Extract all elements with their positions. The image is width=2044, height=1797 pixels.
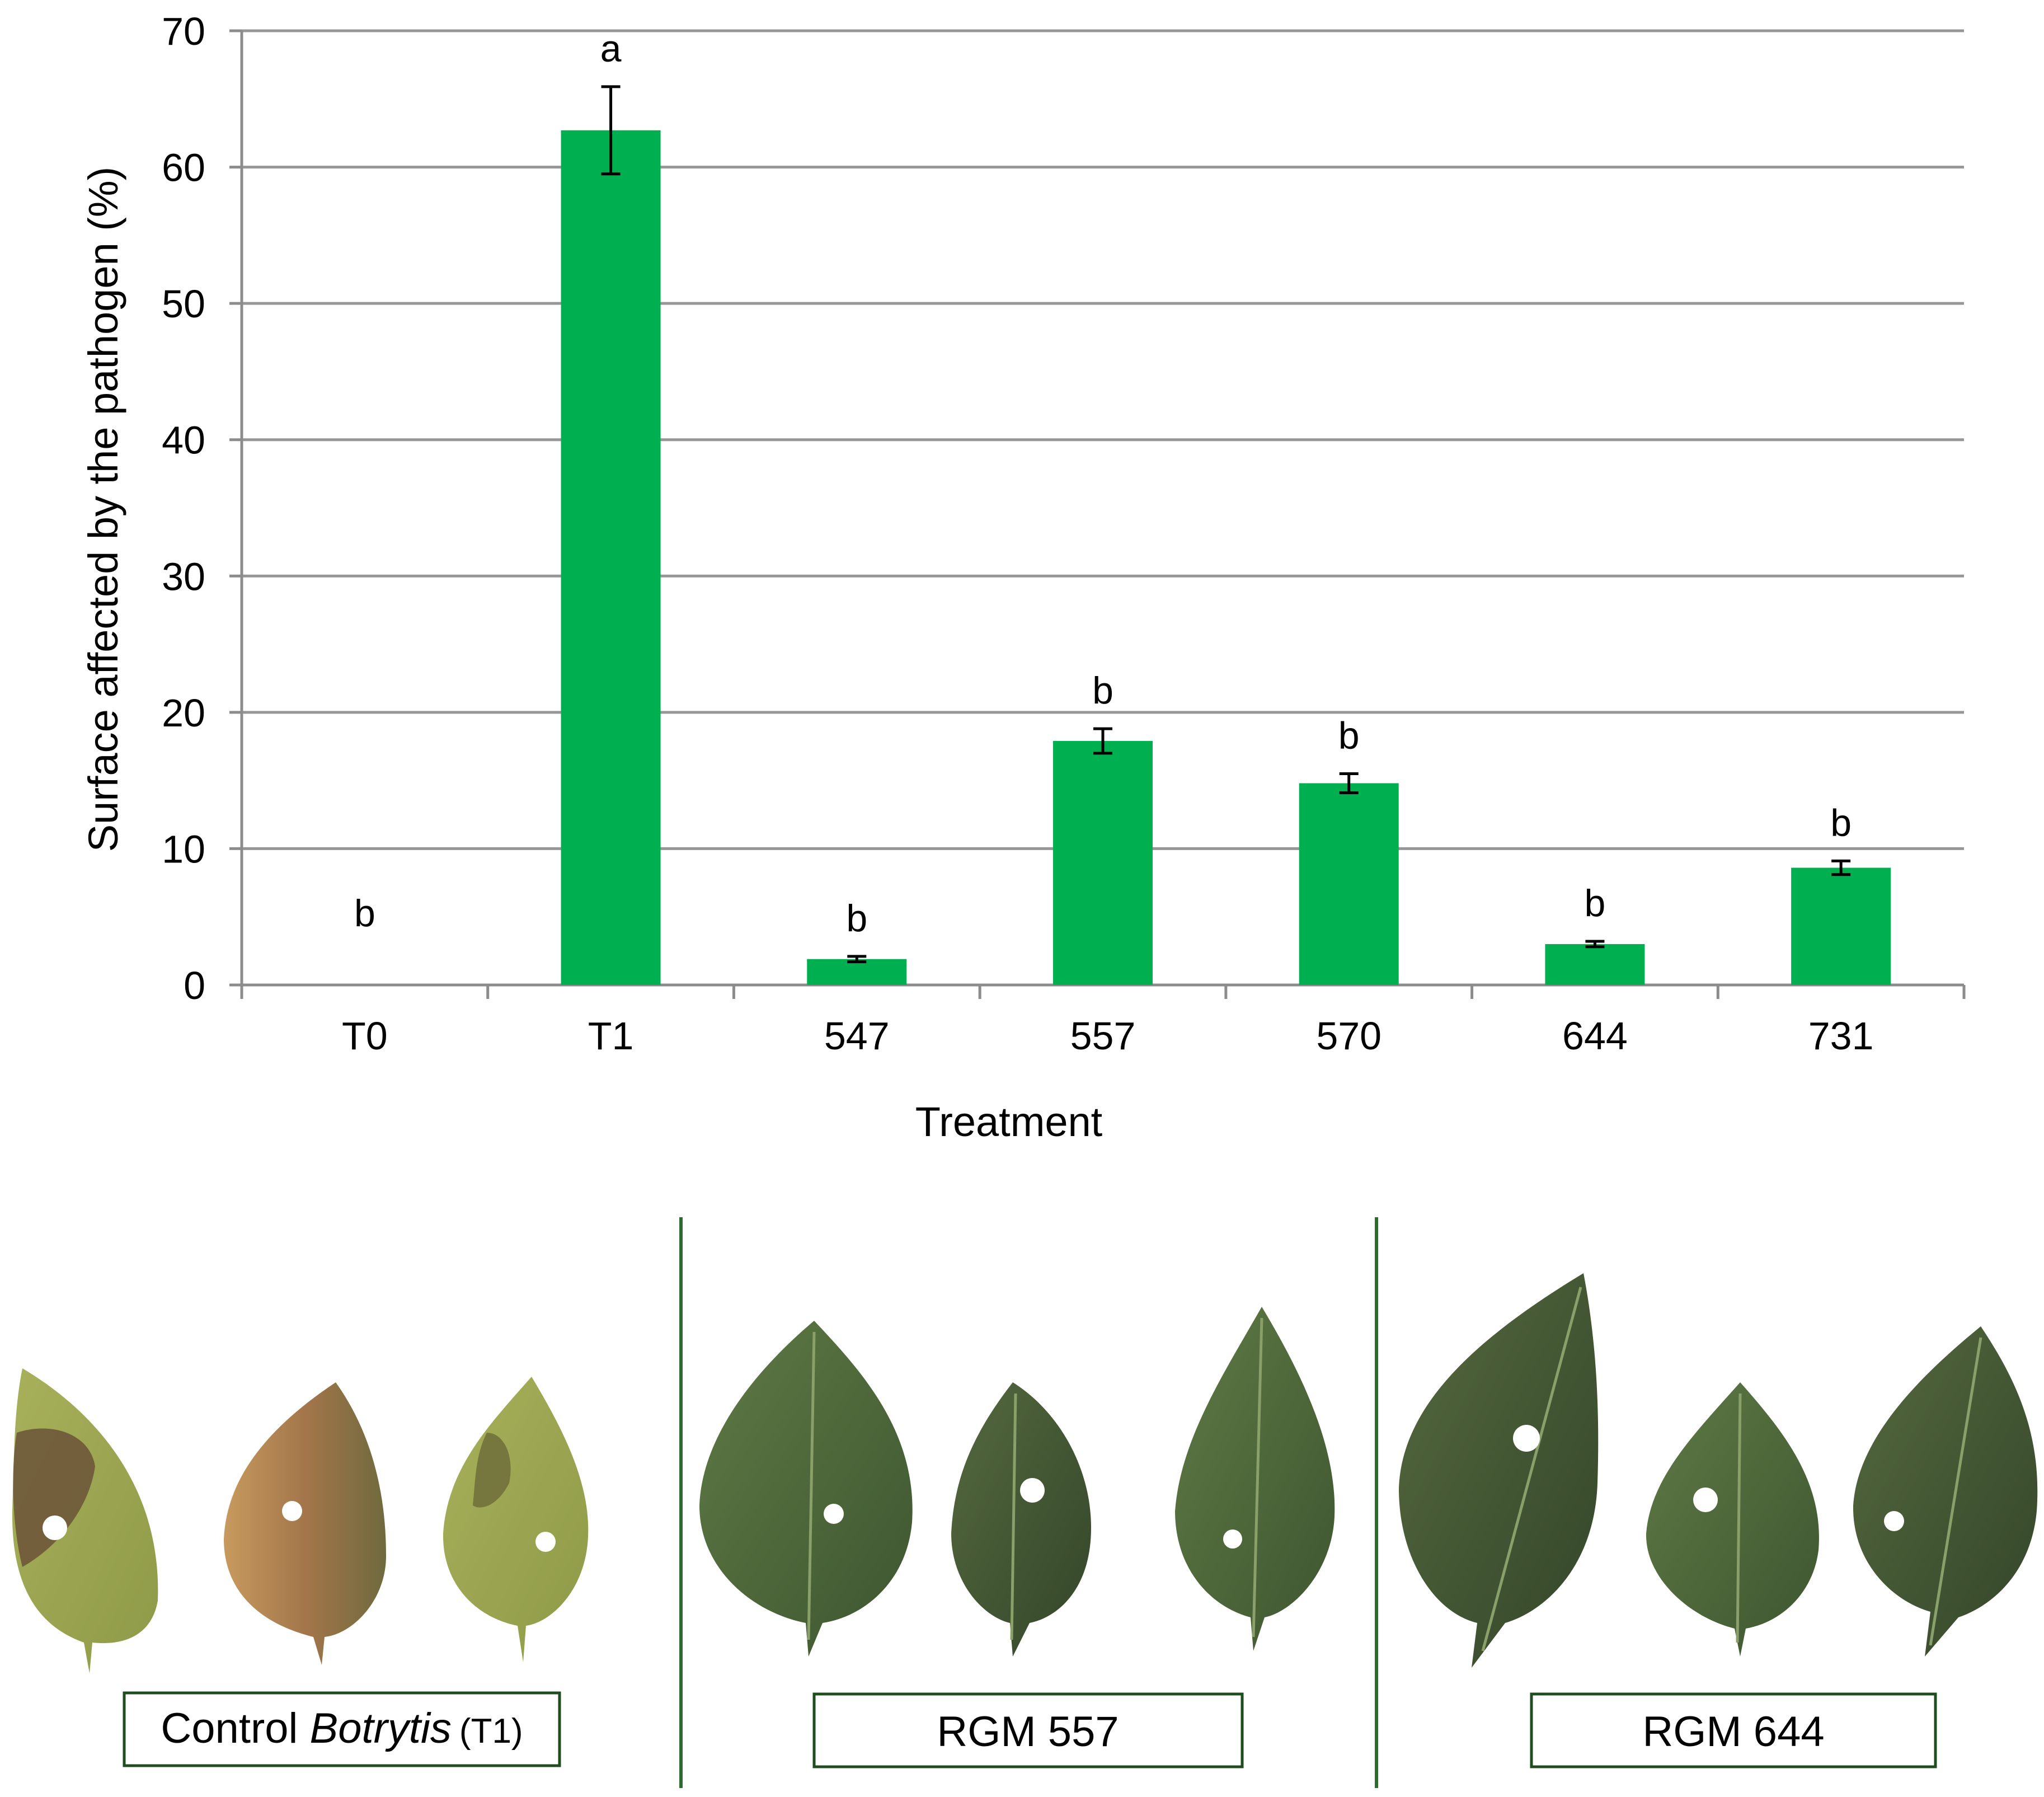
- y-tick-label-30: 30: [162, 555, 205, 598]
- y-tick-label-40: 40: [162, 419, 205, 462]
- grid-lines: [229, 29, 1966, 999]
- bar-570: [1299, 783, 1399, 985]
- caption-control-prefix: Control: [161, 1705, 309, 1752]
- x-tick-label-547: 547: [824, 1014, 890, 1058]
- leaf-photo-control-1: [12, 1368, 158, 1673]
- y-tick-label-0: 0: [184, 964, 205, 1007]
- error-bar-731: [1831, 859, 1851, 876]
- caption-control-suffix: (T1): [459, 1712, 523, 1751]
- significance-letters: b a b b b b b: [354, 27, 1852, 940]
- significance-letter-570: b: [1338, 714, 1360, 757]
- error-bar-570: [1339, 772, 1359, 795]
- x-tick-labels: T0 T1 547 557 570 644 731: [342, 1014, 1874, 1058]
- caption-box-rgm557: [812, 1692, 1244, 1768]
- x-tick-label-731: 731: [1808, 1014, 1874, 1058]
- y-tick-labels: 0 10 20 30 40 50 60 70: [162, 10, 205, 1007]
- x-tick-label-570: 570: [1316, 1014, 1382, 1058]
- leaf-photo-rgm644-1: [1399, 1273, 1599, 1668]
- significance-letter-644: b: [1585, 882, 1606, 925]
- leaf-photo-rgm557-3: [1175, 1307, 1335, 1651]
- leaf-photo-control-3: [443, 1377, 589, 1662]
- bars: [561, 130, 1891, 986]
- bar-T1: [561, 130, 661, 986]
- leaf-photo-rgm557-1: [699, 1321, 913, 1657]
- x-tick-label-644: 644: [1562, 1014, 1628, 1058]
- error-bar-644: [1585, 940, 1605, 949]
- caption-rgm644: RGM 644: [1642, 1708, 1824, 1756]
- bar-731: [1791, 867, 1891, 985]
- y-axis-title: Surface affected by the pathogen (%): [80, 167, 126, 852]
- significance-letter-T1: a: [600, 27, 622, 70]
- error-bar-557: [1093, 727, 1112, 755]
- significance-letter-731: b: [1830, 801, 1852, 844]
- error-bar-T1: [601, 85, 621, 176]
- x-tick-label-557: 557: [1070, 1014, 1136, 1058]
- bar-557: [1053, 741, 1153, 985]
- y-tick-label-10: 10: [162, 827, 205, 871]
- bar-547: [807, 959, 907, 985]
- leaf-photo-rgm644-2: [1646, 1382, 1819, 1657]
- x-axis-title: Treatment: [915, 1099, 1103, 1145]
- caption-control-italic: Botrytis: [310, 1705, 452, 1752]
- error-bar-547: [847, 955, 867, 964]
- caption-box-rgm644: [1530, 1692, 1937, 1768]
- caption-control: Control Botrytis (T1): [161, 1705, 523, 1752]
- leaf-photo-rgm644-3: [1853, 1326, 2038, 1657]
- significance-letter-557: b: [1092, 669, 1113, 712]
- caption-box-control: [123, 1691, 561, 1767]
- error-bars: [601, 85, 1851, 964]
- bar-644: [1545, 944, 1645, 985]
- y-tick-label-50: 50: [162, 282, 205, 326]
- leaf-photo-control-2: [224, 1382, 386, 1665]
- x-tick-label-T0: T0: [342, 1014, 388, 1058]
- y-tick-label-20: 20: [162, 691, 205, 735]
- y-tick-label-70: 70: [162, 10, 205, 53]
- significance-letter-T0: b: [354, 892, 375, 935]
- leaf-photo-rgm557-2: [951, 1382, 1091, 1657]
- significance-letter-547: b: [846, 897, 867, 940]
- y-tick-label-60: 60: [162, 146, 205, 190]
- caption-rgm557: RGM 557: [937, 1708, 1119, 1756]
- x-tick-label-T1: T1: [588, 1014, 634, 1058]
